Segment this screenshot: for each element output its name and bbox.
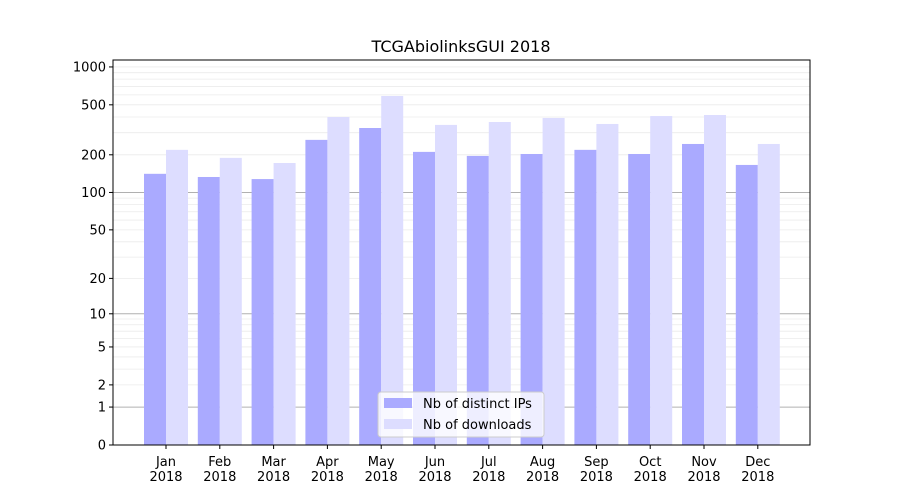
x-tick-label: 2018 [472,470,505,485]
legend-swatch [384,419,412,429]
x-tick-label: 2018 [149,470,182,485]
bar-ips [520,153,543,445]
bar-downloads [381,95,404,446]
bar-ips [197,176,220,445]
bar-downloads [327,117,350,445]
bar-ips [144,173,166,445]
x-tick-label: 2018 [634,470,667,485]
bar-ips [735,164,758,445]
bar-downloads [435,124,457,445]
y-tick-label: 100 [81,186,106,201]
bar-ips [305,139,328,445]
x-tick-label: 2018 [418,470,451,485]
x-tick-label: 2018 [741,470,774,485]
bar-downloads [704,114,726,446]
plot-frame [112,59,811,446]
x-tick-label: Mar [261,455,286,470]
y-tick-label: 0 [98,439,106,454]
x-tick-label: 2018 [257,470,290,485]
y-tick-label: 50 [89,223,106,238]
x-tick-label: Oct [639,455,661,470]
x-tick-label: 2018 [311,470,344,485]
bar-ips [682,143,704,445]
x-tick-label: Jan [155,455,176,470]
legend-swatch [384,398,412,408]
x-tick-label: Sep [584,455,609,470]
legend-label: Nb of downloads [423,418,532,433]
y-tick-label: 1000 [73,60,106,75]
x-tick-label: 2018 [203,470,236,485]
x-tick-label: 2018 [687,470,720,485]
bar-downloads [596,123,619,446]
bar-ips [359,127,382,446]
x-tick-label: 2018 [365,470,398,485]
x-tick-label: Apr [316,455,339,470]
x-tick-label: Jun [424,455,445,470]
bar-ips [251,179,274,446]
x-tick-label: Jul [480,455,497,470]
legend-label: Nb of distinct IPs [423,397,532,412]
y-tick-label: 2 [98,378,106,393]
bar-downloads [166,149,188,445]
x-tick-label: Dec [745,455,770,470]
y-tick-label: 1 [98,401,106,416]
y-tick-label: 500 [81,98,106,113]
bar-ips [413,151,435,445]
x-tick-label: Aug [530,455,555,470]
y-tick-label: 200 [81,148,106,163]
bar-downloads [757,143,780,445]
bar-ips [628,153,651,445]
chart-title: TCGAbiolinksGUI 2018 [370,37,550,56]
y-tick-label: 5 [98,340,106,355]
bar-downloads [273,163,296,445]
y-tick-label: 20 [89,272,106,287]
x-tick-label: 2018 [580,470,613,485]
bar-ips [574,149,597,445]
legend-box [377,391,545,438]
bar-downloads [488,122,511,446]
legend: Nb of distinct IPs Nb of downloads [377,391,545,438]
x-tick-label: Feb [208,455,231,470]
bar-downloads [650,116,673,445]
bar-downloads [542,117,565,446]
bar-downloads [219,157,242,445]
x-tick-label: May [368,455,395,470]
x-tick-label: Nov [691,455,717,470]
x-tick-label: 2018 [526,470,559,485]
y-tick-label: 10 [89,307,106,322]
bar-ips [466,155,489,445]
